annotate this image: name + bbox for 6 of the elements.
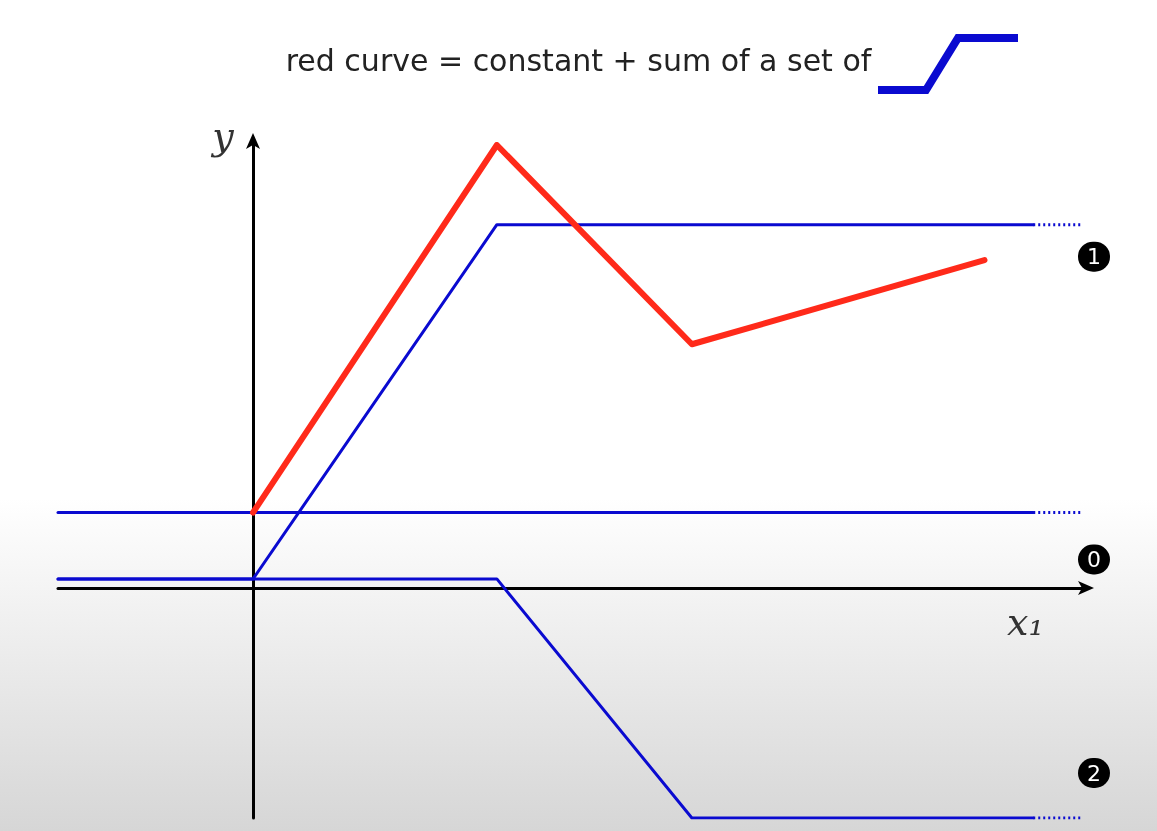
chart-title: red curve = constant + sum of a set of (285, 42, 873, 78)
y-axis-title: y (210, 114, 235, 158)
series-label: 1 (1087, 244, 1101, 270)
x-axis-title: x₁ (1007, 599, 1044, 644)
series-label: 2 (1087, 760, 1101, 786)
series-label: 0 (1087, 546, 1101, 572)
